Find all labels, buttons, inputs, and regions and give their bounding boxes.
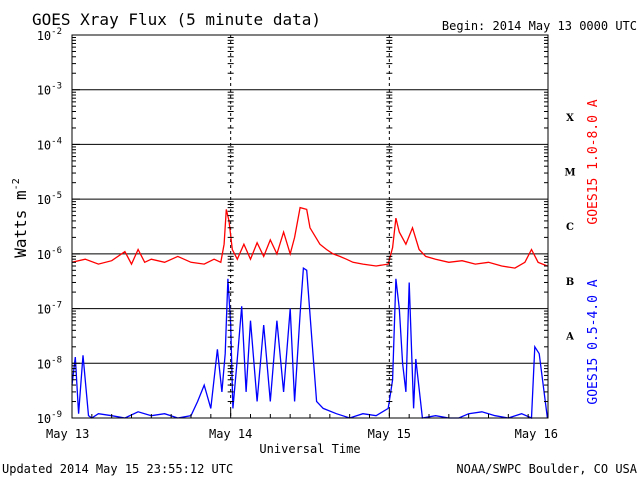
y-tick-label: 10-8: [37, 355, 62, 371]
series-long-line: [71, 206, 548, 269]
y-tick-label: 10-4: [37, 136, 62, 152]
legend-entry: GOES15 1.0-8.0 A: [586, 99, 601, 224]
series-layer: [71, 206, 549, 419]
x-ticks: May 13 May 14 May 15 May 16: [46, 410, 558, 441]
x-tick-label: May 13: [46, 427, 89, 441]
y-tick-label-base: 10: [37, 412, 51, 426]
y-tick-label-base: 10: [37, 138, 51, 152]
legend: GOES15 1.0-8.0 A GOES15 0.5-4.0 A: [586, 99, 601, 404]
y-tick-label-base: 10: [37, 29, 51, 43]
y-axis-label-exponent: -2: [11, 178, 22, 190]
updated-label: Updated 2014 May 15 23:55:12 UTC: [2, 462, 233, 476]
y-axis-label: Watts m-2: [11, 178, 30, 257]
y-tick-label-exponent: -3: [51, 82, 62, 92]
series-short-line: [71, 266, 549, 419]
y-tick-label-base: 10: [37, 193, 51, 207]
svg-text:Watts m-2: Watts m-2: [11, 178, 30, 257]
chart-title: GOES Xray Flux (5 minute data): [32, 10, 321, 29]
y-tick-label: 10-5: [37, 191, 62, 207]
legend-entry: GOES15 0.5-4.0 A: [586, 279, 601, 404]
y-tick-label: 10-2: [37, 27, 62, 43]
x-axis-label: Universal Time: [259, 442, 360, 456]
y-tick-label-base: 10: [37, 357, 51, 371]
y-tick-label-exponent: -7: [51, 301, 62, 311]
y-tick-label-base: 10: [37, 303, 51, 317]
flare-class-label: X: [566, 113, 574, 124]
y-tick-label-base: 10: [37, 248, 51, 262]
y-axis-label-text: Watts m: [11, 190, 30, 257]
y-tick-label-exponent: -4: [51, 136, 62, 146]
y-tick-label-exponent: -2: [51, 27, 62, 37]
flare-class-label: A: [565, 332, 574, 343]
flare-class-label: B: [566, 277, 574, 288]
x-tick-label: May 15: [368, 427, 411, 441]
flare-class-labels: X M C B A: [564, 113, 575, 343]
flare-class-label: M: [564, 168, 575, 179]
y-ticks: 10-210-310-410-510-610-710-810-9: [37, 27, 548, 426]
y-tick-label: 10-6: [37, 246, 62, 262]
y-tick-label: 10-9: [37, 410, 62, 426]
begin-label: Begin: 2014 May 13 0000 UTC: [442, 19, 637, 33]
y-tick-label-exponent: -5: [51, 191, 62, 201]
flare-class-label: C: [566, 222, 574, 233]
y-tick-label-base: 10: [37, 84, 51, 98]
x-tick-label: May 14: [209, 427, 252, 441]
y-tick-label-exponent: -9: [51, 410, 62, 420]
y-tick-label-exponent: -6: [51, 246, 62, 256]
y-tick-label: 10-7: [37, 301, 62, 317]
x-tick-label: May 16: [515, 427, 558, 441]
credit-label: NOAA/SWPC Boulder, CO USA: [456, 462, 637, 476]
y-tick-label-exponent: -8: [51, 355, 62, 365]
y-tick-label: 10-3: [37, 82, 62, 98]
